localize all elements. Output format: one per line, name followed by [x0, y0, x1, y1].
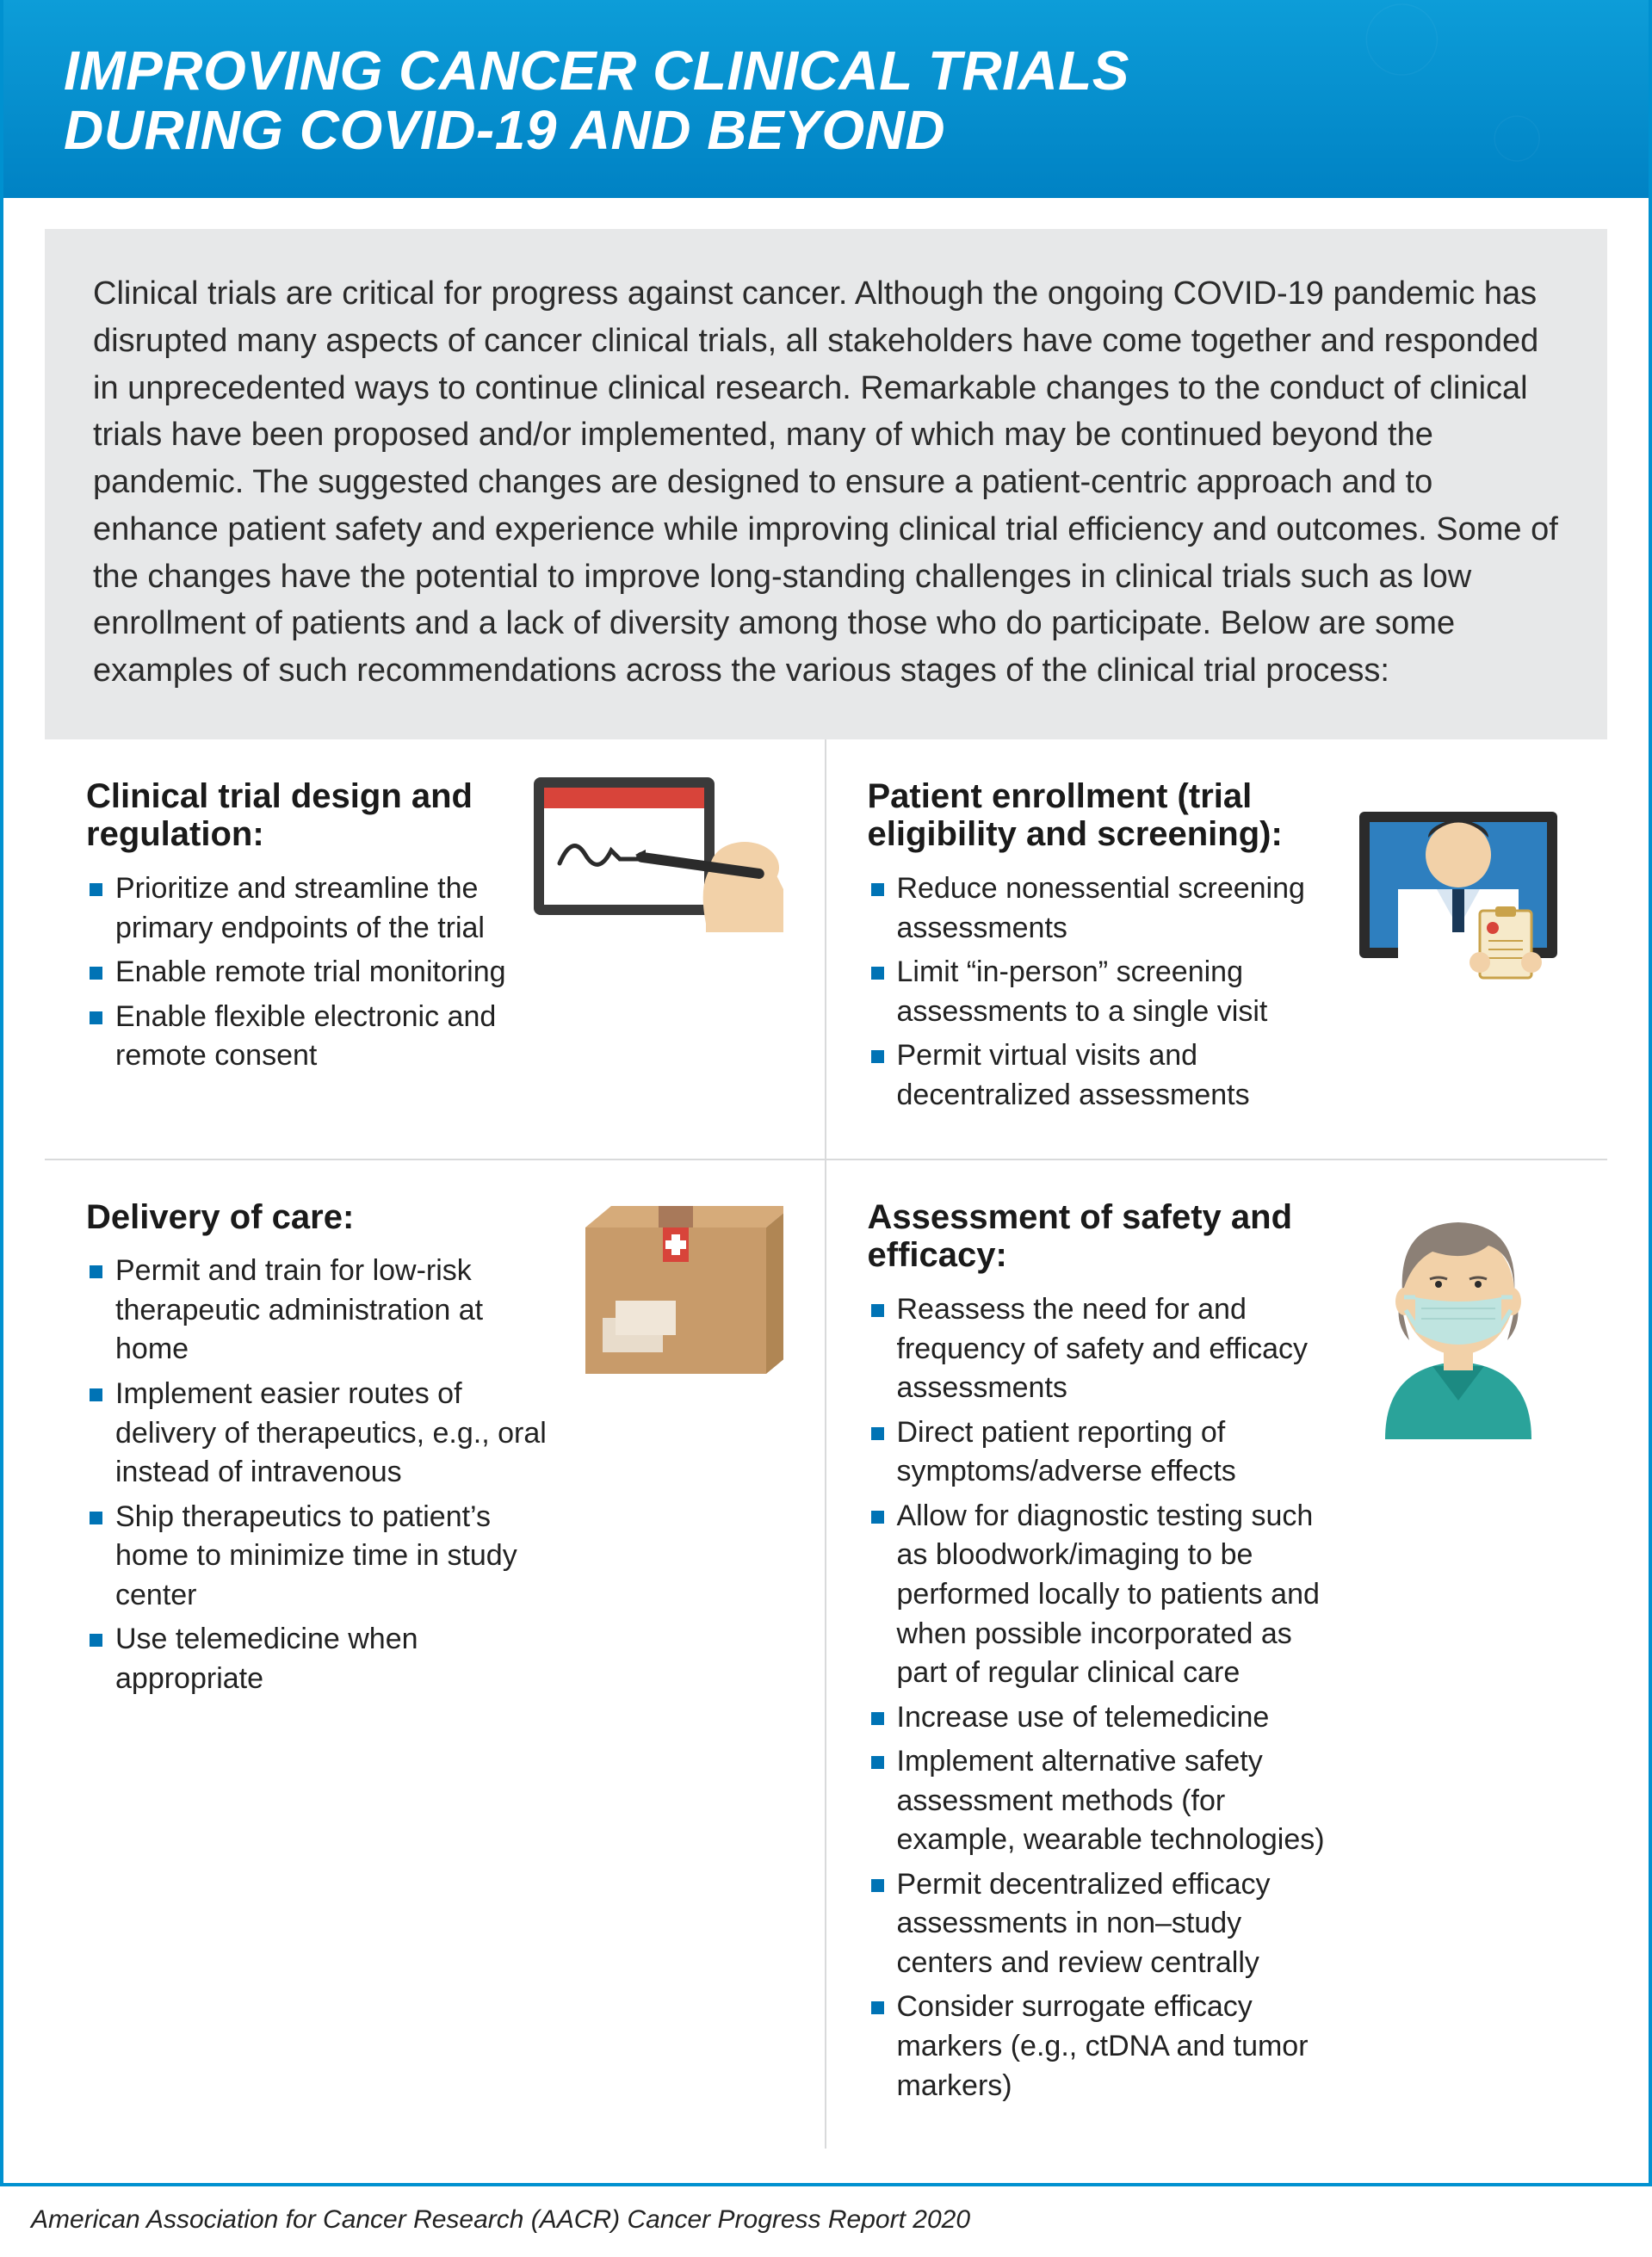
- bullet-list: Prioritize and streamline the primary en…: [86, 869, 508, 1076]
- bullet-item: Implement easier routes of delivery of t…: [86, 1375, 551, 1493]
- shipping-box-icon: [568, 1193, 783, 1391]
- bullet-item: Reassess the need for and frequency of s…: [868, 1290, 1334, 1408]
- bullet-item: Prioritize and streamline the primary en…: [86, 869, 508, 948]
- bullet-list: Reduce nonessential screening assessment…: [868, 869, 1334, 1115]
- cell-title: Patient enrollment (trial eligibility an…: [868, 777, 1334, 855]
- bullet-item: Implement alternative safety assessment …: [868, 1742, 1334, 1860]
- title-line-2: DURING COVID-19 AND BEYOND: [64, 99, 945, 161]
- title-line-1: IMPROVING CANCER CLINICAL TRIALS: [64, 40, 1129, 102]
- masked-nurse-icon: [1351, 1198, 1566, 1439]
- intro-text: Clinical trials are critical for progres…: [93, 270, 1559, 694]
- content-grid: Clinical trial design and regulation: Pr…: [45, 739, 1607, 2149]
- cell-delivery-of-care: Delivery of care: Permit and train for l…: [45, 1160, 826, 2149]
- bullet-item: Limit “in-person” screening assessments …: [868, 953, 1334, 1031]
- bullet-item: Enable remote trial monitoring: [86, 953, 508, 992]
- tablet-signature-icon: [525, 769, 783, 932]
- cell-title: Clinical trial design and regulation:: [86, 777, 508, 855]
- telehealth-doctor-icon: [1351, 777, 1566, 984]
- cell-title: Delivery of care:: [86, 1198, 551, 1237]
- cell-patient-enrollment: Patient enrollment (trial eligibility an…: [826, 739, 1608, 1160]
- bullet-item: Enable flexible electronic and remote co…: [86, 998, 508, 1076]
- intro-box: Clinical trials are critical for progres…: [45, 229, 1607, 739]
- cell-assessment-safety-efficacy: Assessment of safety and efficacy: Reass…: [826, 1160, 1608, 2149]
- credit-line: American Association for Cancer Research…: [0, 2186, 1652, 2257]
- bullet-item: Consider surrogate efficacy markers (e.g…: [868, 1988, 1334, 2106]
- bullet-item: Permit decentralized efficacy assessment…: [868, 1865, 1334, 1983]
- cell-title: Assessment of safety and efficacy:: [868, 1198, 1334, 1276]
- page-title: IMPROVING CANCER CLINICAL TRIALS DURING …: [64, 41, 1588, 160]
- bullet-item: Permit virtual visits and decentralized …: [868, 1036, 1334, 1115]
- bullet-list: Reassess the need for and frequency of s…: [868, 1290, 1334, 2106]
- bullet-item: Use telemedicine when appropriate: [86, 1620, 551, 1698]
- cell-clinical-trial-design: Clinical trial design and regulation: Pr…: [45, 739, 826, 1160]
- bullet-list: Permit and train for low-risk therapeuti…: [86, 1252, 551, 1698]
- bullet-item: Permit and train for low-risk therapeuti…: [86, 1252, 551, 1370]
- header-band: IMPROVING CANCER CLINICAL TRIALS DURING …: [3, 0, 1649, 198]
- infographic-page: IMPROVING CANCER CLINICAL TRIALS DURING …: [0, 0, 1652, 2186]
- bullet-item: Direct patient reporting of symptoms/adv…: [868, 1413, 1334, 1492]
- bullet-item: Ship therapeutics to patient’s home to m…: [86, 1498, 551, 1616]
- bullet-item: Reduce nonessential screening assessment…: [868, 869, 1334, 948]
- bullet-item: Increase use of telemedicine: [868, 1698, 1334, 1738]
- bullet-item: Allow for diagnostic testing such as blo…: [868, 1497, 1334, 1693]
